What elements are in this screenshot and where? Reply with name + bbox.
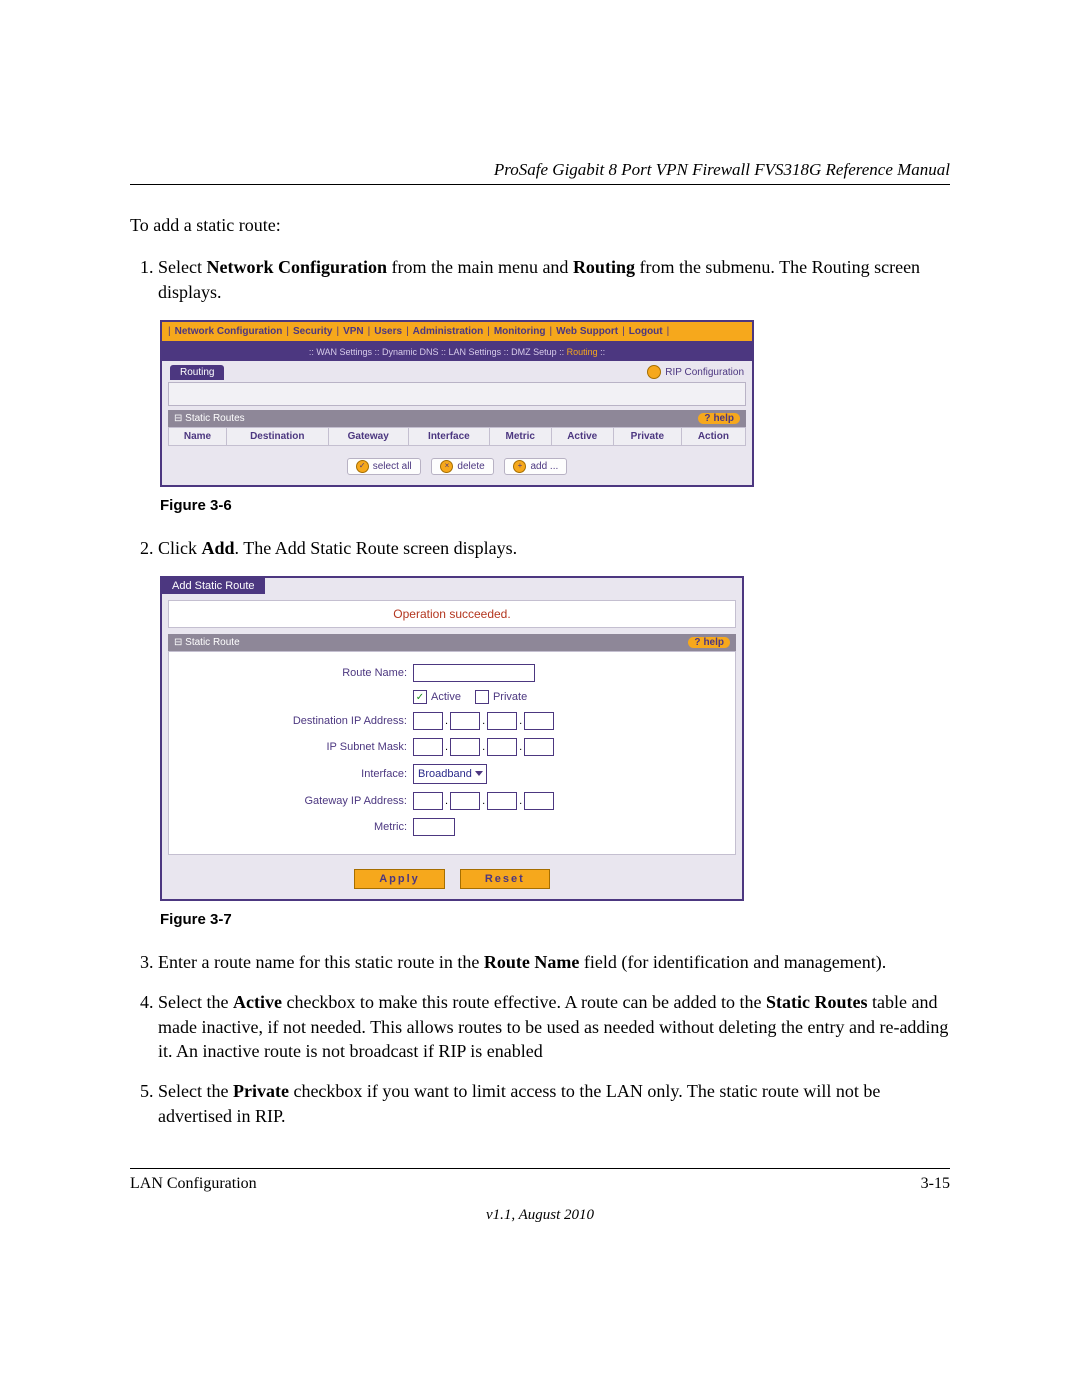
menu-web-support[interactable]: Web Support xyxy=(556,326,618,337)
col-destination: Destination xyxy=(227,427,329,445)
header-title: ProSafe Gigabit 8 Port VPN Firewall FVS3… xyxy=(494,160,950,179)
subnet-oct4[interactable] xyxy=(524,738,554,756)
add-button[interactable]: +add ... xyxy=(504,458,567,475)
metric-label: Metric: xyxy=(177,821,413,833)
rip-configuration-link[interactable]: RIP Configuration xyxy=(647,365,744,379)
col-name: Name xyxy=(169,427,227,445)
figure-3-7-add-static-route: Add Static Route Operation succeeded. ⊟ … xyxy=(160,576,744,901)
step-3: Enter a route name for this static route… xyxy=(158,950,950,974)
figure-3-7-caption: Figure 3-7 xyxy=(160,911,950,928)
reset-button[interactable]: Reset xyxy=(460,869,550,889)
dest-ip-oct2[interactable] xyxy=(450,712,480,730)
delete-button[interactable]: ×delete xyxy=(431,458,493,475)
col-metric: Metric xyxy=(489,427,551,445)
form-button-row: Apply Reset xyxy=(162,861,742,899)
metric-input[interactable] xyxy=(413,818,455,836)
panel-spacer xyxy=(168,382,746,406)
dest-ip-oct3[interactable] xyxy=(487,712,517,730)
subnet-label: IP Subnet Mask: xyxy=(177,741,413,753)
menu-security[interactable]: Security xyxy=(293,326,332,337)
table-button-row: ✓select all ×delete +add ... xyxy=(162,452,752,485)
step-2: Click Add. The Add Static Route screen d… xyxy=(158,536,950,560)
interface-label: Interface: xyxy=(177,768,413,780)
static-routes-table: Name Destination Gateway Interface Metri… xyxy=(168,427,746,446)
plus-icon: + xyxy=(513,460,526,473)
private-label: Private xyxy=(489,691,527,703)
static-route-section-header: ⊟ Static Route ?help xyxy=(168,634,736,651)
col-active: Active xyxy=(551,427,613,445)
submenu-bar: :: WAN Settings :: Dynamic DNS :: LAN Se… xyxy=(162,343,752,361)
page-footer: LAN Configuration 3-15 xyxy=(130,1168,950,1193)
figure-3-6-routing-screen: | Network Configuration| Security| VPN| … xyxy=(160,320,754,487)
dest-ip-input-group: . . . xyxy=(413,712,554,730)
step-5: Select the Private checkbox if you want … xyxy=(158,1079,950,1128)
menu-monitoring[interactable]: Monitoring xyxy=(494,326,546,337)
active-checkbox[interactable]: ✓ xyxy=(413,690,427,704)
apply-button[interactable]: Apply xyxy=(354,869,445,889)
check-icon: ✓ xyxy=(356,460,369,473)
menu-users[interactable]: Users xyxy=(374,326,402,337)
gateway-oct3[interactable] xyxy=(487,792,517,810)
gateway-oct1[interactable] xyxy=(413,792,443,810)
static-route-form: Route Name: ✓ Active Private Destination… xyxy=(168,651,736,855)
figure-3-6-caption: Figure 3-6 xyxy=(160,497,950,514)
active-label: Active xyxy=(427,691,475,703)
gateway-input-group: . . . xyxy=(413,792,554,810)
col-private: Private xyxy=(613,427,681,445)
step-1: Select Network Configuration from the ma… xyxy=(158,255,950,304)
tab-add-static-route: Add Static Route xyxy=(162,578,265,594)
arrow-icon xyxy=(647,365,661,379)
static-routes-section-header: ⊟ Static Routes ?help xyxy=(168,410,746,427)
menu-vpn[interactable]: VPN xyxy=(343,326,364,337)
gateway-oct2[interactable] xyxy=(450,792,480,810)
subnet-oct2[interactable] xyxy=(450,738,480,756)
col-gateway: Gateway xyxy=(328,427,408,445)
gateway-label: Gateway IP Address: xyxy=(177,795,413,807)
page-header: ProSafe Gigabit 8 Port VPN Firewall FVS3… xyxy=(130,160,950,185)
gateway-oct4[interactable] xyxy=(524,792,554,810)
footer-version: v1.1, August 2010 xyxy=(130,1207,950,1224)
col-interface: Interface xyxy=(408,427,489,445)
intro-text: To add a static route: xyxy=(130,213,950,237)
route-name-label: Route Name: xyxy=(177,667,413,679)
dest-ip-oct4[interactable] xyxy=(524,712,554,730)
interface-select[interactable]: Broadband xyxy=(413,764,487,784)
help-link[interactable]: ?help xyxy=(688,637,730,648)
submenu-routing[interactable]: Routing xyxy=(567,347,598,357)
subnet-oct1[interactable] xyxy=(413,738,443,756)
col-action: Action xyxy=(681,427,745,445)
x-icon: × xyxy=(440,460,453,473)
help-link[interactable]: ?help xyxy=(698,413,740,424)
main-menu-bar: | Network Configuration| Security| VPN| … xyxy=(162,322,752,343)
subnet-input-group: . . . xyxy=(413,738,554,756)
status-message: Operation succeeded. xyxy=(168,600,736,628)
route-name-input[interactable] xyxy=(413,664,535,682)
footer-right: 3-15 xyxy=(921,1175,950,1193)
dest-ip-oct1[interactable] xyxy=(413,712,443,730)
subnet-oct3[interactable] xyxy=(487,738,517,756)
footer-left: LAN Configuration xyxy=(130,1175,257,1193)
table-header-row: Name Destination Gateway Interface Metri… xyxy=(169,427,746,445)
private-checkbox[interactable] xyxy=(475,690,489,704)
step-4: Select the Active checkbox to make this … xyxy=(158,990,950,1063)
menu-network-configuration[interactable]: Network Configuration xyxy=(175,326,283,337)
dest-ip-label: Destination IP Address: xyxy=(177,715,413,727)
menu-logout[interactable]: Logout xyxy=(629,326,663,337)
select-all-button[interactable]: ✓select all xyxy=(347,458,421,475)
menu-administration[interactable]: Administration xyxy=(413,326,484,337)
tab-routing[interactable]: Routing xyxy=(170,365,224,380)
